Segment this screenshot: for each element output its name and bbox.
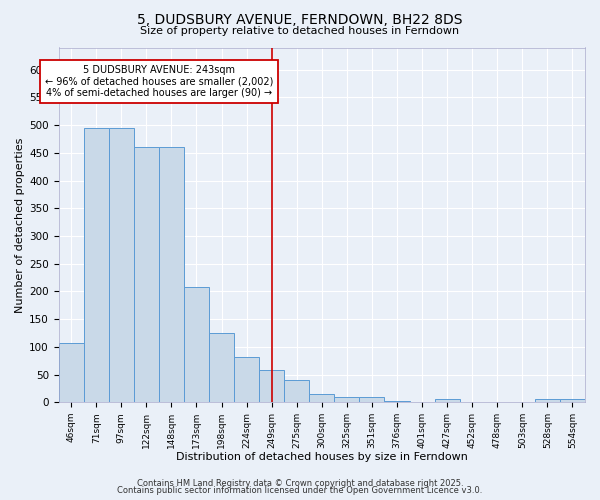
Bar (535, 400, 560, 402)
X-axis label: Distribution of detached houses by size in Ferndown: Distribution of detached houses by size … (176, 452, 468, 462)
Bar (259, 370, 284, 402)
Bar (234, 357, 259, 402)
Text: Contains public sector information licensed under the Open Government Licence v3: Contains public sector information licen… (118, 486, 482, 495)
Bar (184, 287, 209, 402)
Text: 5, DUDSBURY AVENUE, FERNDOWN, BH22 8DS: 5, DUDSBURY AVENUE, FERNDOWN, BH22 8DS (137, 12, 463, 26)
Bar (560, 400, 585, 402)
Bar (134, 148, 159, 402)
Y-axis label: Number of detached properties: Number of detached properties (15, 137, 25, 312)
Bar (159, 148, 184, 402)
Text: Contains HM Land Registry data © Crown copyright and database right 2025.: Contains HM Land Registry data © Crown c… (137, 478, 463, 488)
Bar (109, 128, 134, 402)
Bar (434, 400, 460, 402)
Bar (59, 343, 84, 402)
Text: Size of property relative to detached houses in Ferndown: Size of property relative to detached ho… (140, 26, 460, 36)
Bar (385, 401, 410, 402)
Bar (334, 396, 359, 402)
Bar (284, 380, 309, 402)
Text: 5 DUDSBURY AVENUE: 243sqm
← 96% of detached houses are smaller (2,002)
4% of sem: 5 DUDSBURY AVENUE: 243sqm ← 96% of detac… (45, 65, 273, 98)
Bar (359, 396, 385, 402)
Bar (309, 394, 334, 402)
Bar (84, 128, 109, 402)
Bar (209, 333, 234, 402)
